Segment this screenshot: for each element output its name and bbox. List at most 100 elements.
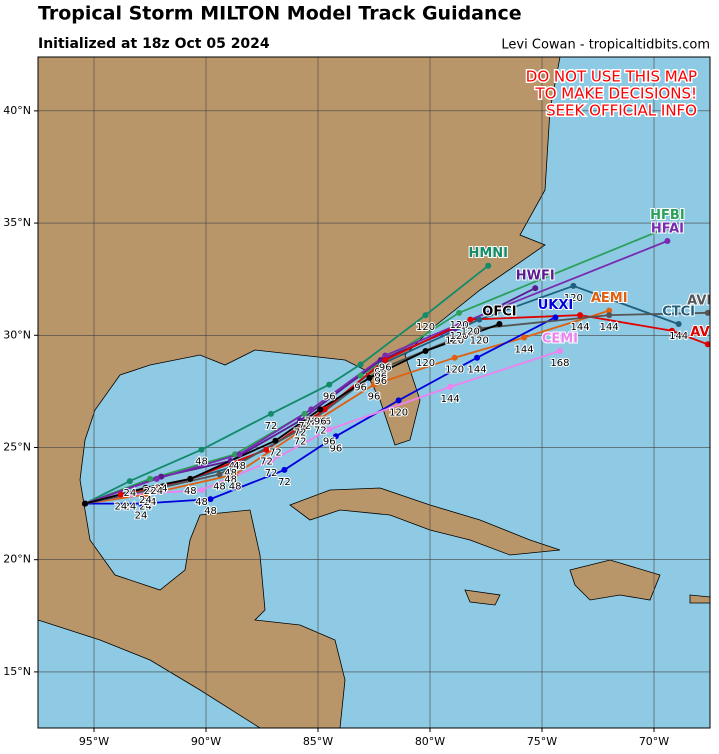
track-point (382, 352, 389, 359)
track-line (84, 311, 708, 505)
forecast-hour: 96 (354, 383, 367, 394)
warning-line: SEEK OFFICIAL INFO (546, 102, 697, 120)
track-point (321, 406, 328, 413)
model-name: HWFI (516, 269, 555, 284)
forecast-hour: 48 (233, 461, 246, 472)
model-name: AEMI (591, 291, 628, 306)
track-point (447, 383, 454, 390)
track-point (606, 312, 613, 319)
forecast-hour: 24 (144, 497, 157, 508)
forecast-hour: 72 (265, 421, 278, 432)
forecast-hour: 72 (265, 468, 278, 479)
track-point (142, 491, 149, 498)
forecast-hour: 72 (269, 448, 282, 459)
y-tick-label: 20°N (3, 553, 31, 566)
track-point (147, 475, 153, 482)
track-point (153, 475, 160, 482)
tracks: 2448729612024487296120244872961202448729… (82, 207, 719, 523)
y-tick-label: 15°N (3, 665, 31, 678)
forecast-hour: 72 (294, 437, 307, 448)
warning-line: TO MAKE DECISIONS! (535, 85, 697, 103)
forecast-hour: 48 (184, 486, 197, 497)
track-point (395, 397, 402, 404)
forecast-hour: 96 (330, 443, 343, 454)
warning-line: DO NOT USE THIS MAP (526, 68, 697, 86)
forecast-hour: 120 (445, 365, 464, 376)
forecast-hour: 24 (139, 495, 152, 506)
forecast-hour: 24 (115, 502, 128, 513)
track-point (227, 464, 234, 471)
x-tick-label: 75°W (527, 735, 557, 748)
y-tick-label: 35°N (3, 216, 31, 229)
track-point (297, 426, 304, 433)
track-point (496, 321, 503, 328)
frame (37, 56, 711, 729)
model-name: CEMI (542, 331, 578, 346)
track-point (147, 487, 153, 494)
forecast-hour: 24 (123, 502, 136, 513)
track-point (577, 312, 584, 319)
y-tick-label: 25°N (3, 440, 31, 453)
track-point (451, 354, 458, 361)
forecast-hour: 24 (135, 511, 148, 522)
model-name: HFAI (651, 222, 684, 237)
forecast-hour: 24 (144, 486, 157, 497)
forecast-hour: 72 (314, 425, 327, 436)
forecast-hour: 72 (298, 421, 311, 432)
track-point (357, 361, 364, 368)
forecast-hour: 120 (470, 336, 489, 347)
track-point (272, 437, 279, 444)
track-point (377, 356, 384, 363)
credit: Levi Cowan - tropicaltidbits.com (501, 38, 710, 53)
forecast-hour: 96 (374, 367, 387, 378)
forecast-hour: 24 (144, 497, 157, 508)
track-point (326, 381, 333, 388)
track-point (422, 312, 429, 319)
forecast-hour: 48 (224, 468, 237, 479)
track-point (297, 417, 304, 424)
forecast-hour: 144 (571, 322, 590, 333)
track-point (456, 321, 463, 328)
forecast-hour: 96 (318, 416, 331, 427)
track-point (267, 457, 274, 464)
track-point (126, 491, 133, 498)
forecast-hour: 120 (416, 358, 435, 369)
forecast-hour: 24 (123, 488, 136, 499)
track-point (158, 473, 165, 480)
track-point (675, 321, 682, 328)
forecast-hour: 96 (379, 362, 392, 373)
map-subtitle: Initialized at 18z Oct 05 2024 (38, 36, 270, 52)
track-point (227, 457, 234, 464)
track-point (357, 372, 364, 379)
track-point (281, 466, 288, 473)
land (38, 57, 710, 728)
track-point (232, 451, 239, 458)
track-point (422, 347, 429, 354)
model-name: HMNI (468, 246, 508, 261)
forecast-hour: 24 (139, 502, 152, 513)
forecast-hour: 72 (305, 416, 318, 427)
forecast-hour: 120 (416, 322, 435, 333)
forecast-hour: 96 (314, 416, 327, 427)
forecast-hour: 48 (213, 481, 226, 492)
forecast-hour: 72 (294, 428, 307, 439)
forecast-hour: 120 (450, 320, 469, 331)
track-line (84, 264, 489, 505)
track-point (198, 487, 205, 494)
track-point (467, 316, 474, 323)
track-point (138, 500, 145, 507)
track-point (704, 341, 710, 348)
track-point (371, 381, 377, 388)
track-point (377, 365, 384, 372)
forecast-hour: 96 (323, 392, 336, 403)
forecast-hour: 72 (278, 477, 291, 488)
track-point (216, 471, 223, 478)
track-point (301, 410, 308, 417)
track-point (606, 307, 613, 314)
forecast-hour: 72 (294, 437, 307, 448)
track-point (377, 361, 384, 368)
forecast-hour: 144 (600, 322, 619, 333)
track-point (126, 478, 133, 485)
